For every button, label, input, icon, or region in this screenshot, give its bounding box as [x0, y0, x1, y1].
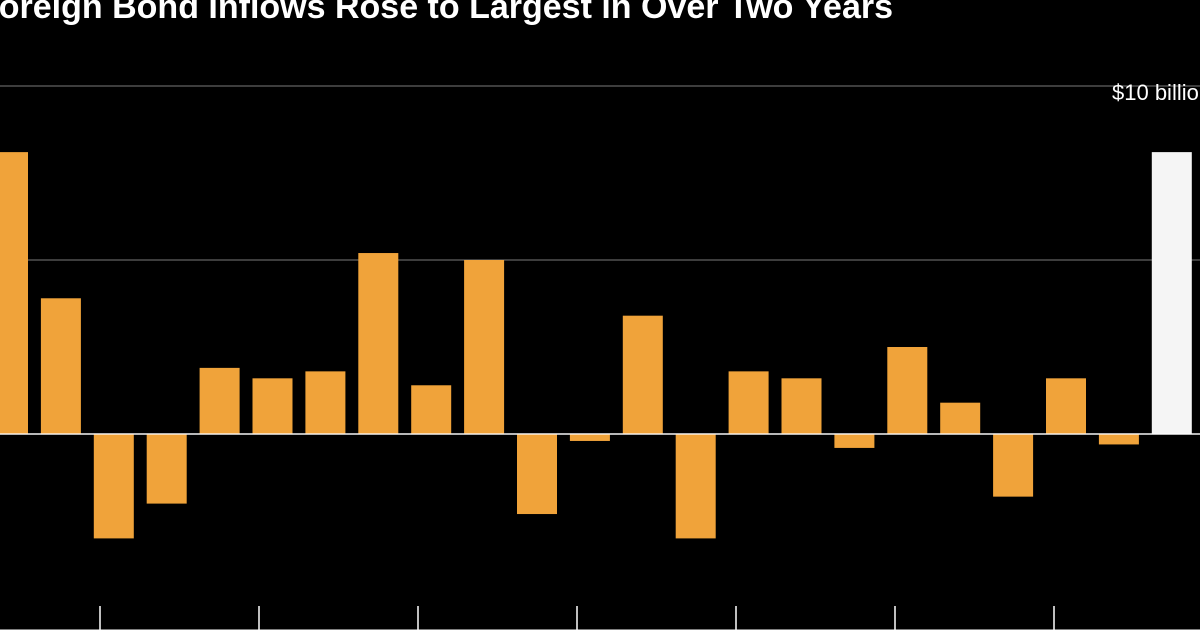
y-tick-label-10: $10 billion — [1112, 80, 1200, 105]
bar-18 — [887, 347, 928, 434]
bar-6 — [252, 378, 293, 434]
bar-1 — [0, 152, 28, 434]
x-axis — [0, 606, 1200, 630]
bar-22 — [1098, 434, 1139, 445]
bar-5 — [199, 367, 240, 434]
bar-9 — [411, 385, 452, 434]
bars — [0, 152, 1192, 539]
bar-7 — [305, 371, 346, 434]
bar-12 — [569, 434, 610, 441]
bar-11 — [517, 434, 557, 515]
bar-16 — [781, 378, 822, 434]
bar-10 — [464, 260, 505, 434]
bar-15 — [728, 371, 769, 434]
bar-23 — [1151, 152, 1192, 434]
bar-20 — [993, 434, 1034, 497]
bar-3 — [93, 434, 134, 539]
bar-2 — [40, 298, 81, 434]
bar-17 — [834, 434, 875, 448]
bar-13 — [622, 315, 663, 434]
bar-14 — [675, 434, 716, 539]
bar-8 — [358, 253, 399, 434]
bar-19 — [940, 402, 981, 434]
bar-4 — [146, 434, 187, 504]
chart-title: Foreign Bond Inflows Rose to Largest in … — [0, 0, 894, 26]
bar-21 — [1046, 378, 1086, 434]
gridlines — [0, 85, 1200, 435]
